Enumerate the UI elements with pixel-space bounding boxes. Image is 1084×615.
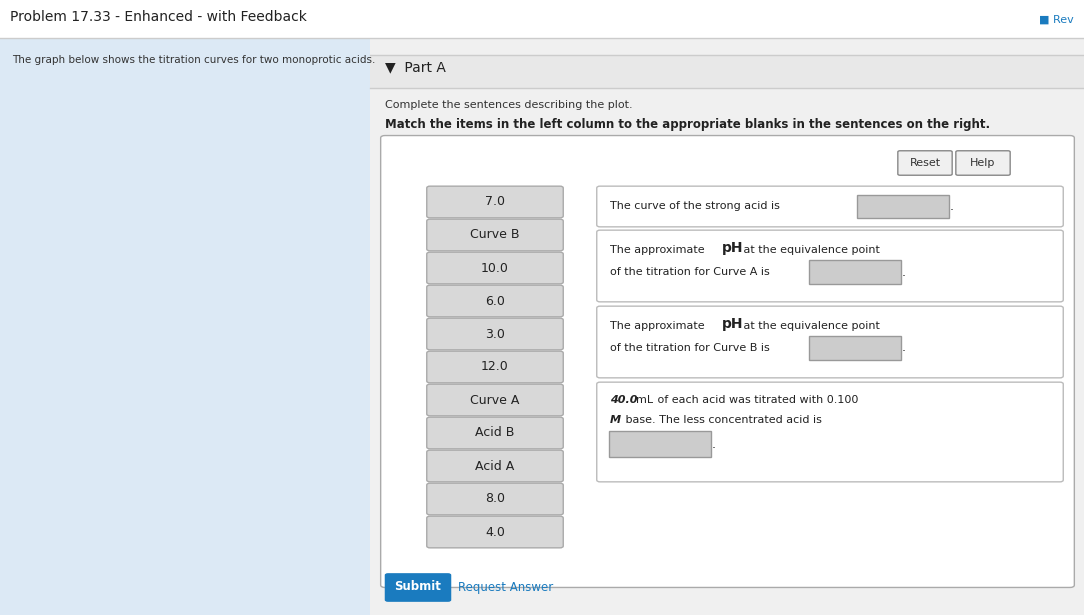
Text: .: . bbox=[712, 437, 717, 451]
Text: pH: pH bbox=[722, 241, 744, 255]
Text: ▼  Part A: ▼ Part A bbox=[385, 60, 446, 74]
Text: Request Answer: Request Answer bbox=[459, 581, 553, 593]
Y-axis label: pH: pH bbox=[43, 222, 61, 235]
Text: pH: pH bbox=[722, 317, 744, 331]
Text: B: B bbox=[172, 317, 181, 327]
Text: Match the items in the left column to the appropriate blanks in the sentences on: Match the items in the left column to th… bbox=[385, 118, 990, 131]
Text: of the titration for Curve B is: of the titration for Curve B is bbox=[610, 343, 770, 353]
Text: Help: Help bbox=[970, 158, 996, 168]
Text: 8.0: 8.0 bbox=[485, 493, 505, 506]
Text: .: . bbox=[950, 200, 954, 213]
Text: Curve B: Curve B bbox=[470, 229, 519, 242]
Text: 4.0: 4.0 bbox=[485, 525, 505, 539]
Text: Complete the sentences describing the plot.: Complete the sentences describing the pl… bbox=[385, 100, 633, 110]
Text: base. The less concentrated acid is: base. The less concentrated acid is bbox=[622, 415, 822, 425]
Text: Submit: Submit bbox=[395, 581, 441, 593]
Text: at the equivalence point: at the equivalence point bbox=[740, 321, 880, 331]
Text: 12.0: 12.0 bbox=[481, 360, 508, 373]
Text: M: M bbox=[610, 415, 621, 425]
Text: Acid B: Acid B bbox=[475, 426, 515, 440]
Text: Acid A: Acid A bbox=[476, 459, 515, 472]
Text: Reset: Reset bbox=[909, 158, 941, 168]
Text: 6.0: 6.0 bbox=[485, 295, 505, 308]
Text: Curve A: Curve A bbox=[470, 394, 519, 407]
Text: The graph below shows the titration curves for two monoprotic acids.: The graph below shows the titration curv… bbox=[12, 55, 375, 65]
Text: 40.0: 40.0 bbox=[610, 395, 642, 405]
Text: Problem 17.33 - Enhanced - with Feedback: Problem 17.33 - Enhanced - with Feedback bbox=[10, 10, 307, 24]
Text: ■ Rev: ■ Rev bbox=[1040, 15, 1074, 25]
Text: 7.0: 7.0 bbox=[485, 196, 505, 208]
Text: of the titration for Curve A is: of the titration for Curve A is bbox=[610, 267, 770, 277]
Text: The approximate: The approximate bbox=[610, 321, 708, 331]
Text: at the equivalence point: at the equivalence point bbox=[740, 245, 880, 255]
Text: The approximate: The approximate bbox=[610, 245, 708, 255]
Text: The curve of the strong acid is: The curve of the strong acid is bbox=[610, 202, 779, 212]
Text: mL: mL bbox=[636, 395, 654, 405]
Text: .: . bbox=[902, 266, 906, 279]
Text: .: . bbox=[902, 341, 906, 354]
Text: 10.0: 10.0 bbox=[481, 261, 508, 274]
Text: of each acid was titrated with 0.100: of each acid was titrated with 0.100 bbox=[654, 395, 859, 405]
Text: 3.0: 3.0 bbox=[485, 328, 505, 341]
X-axis label: mL NaOH: mL NaOH bbox=[176, 397, 229, 407]
Text: A: A bbox=[162, 271, 170, 281]
